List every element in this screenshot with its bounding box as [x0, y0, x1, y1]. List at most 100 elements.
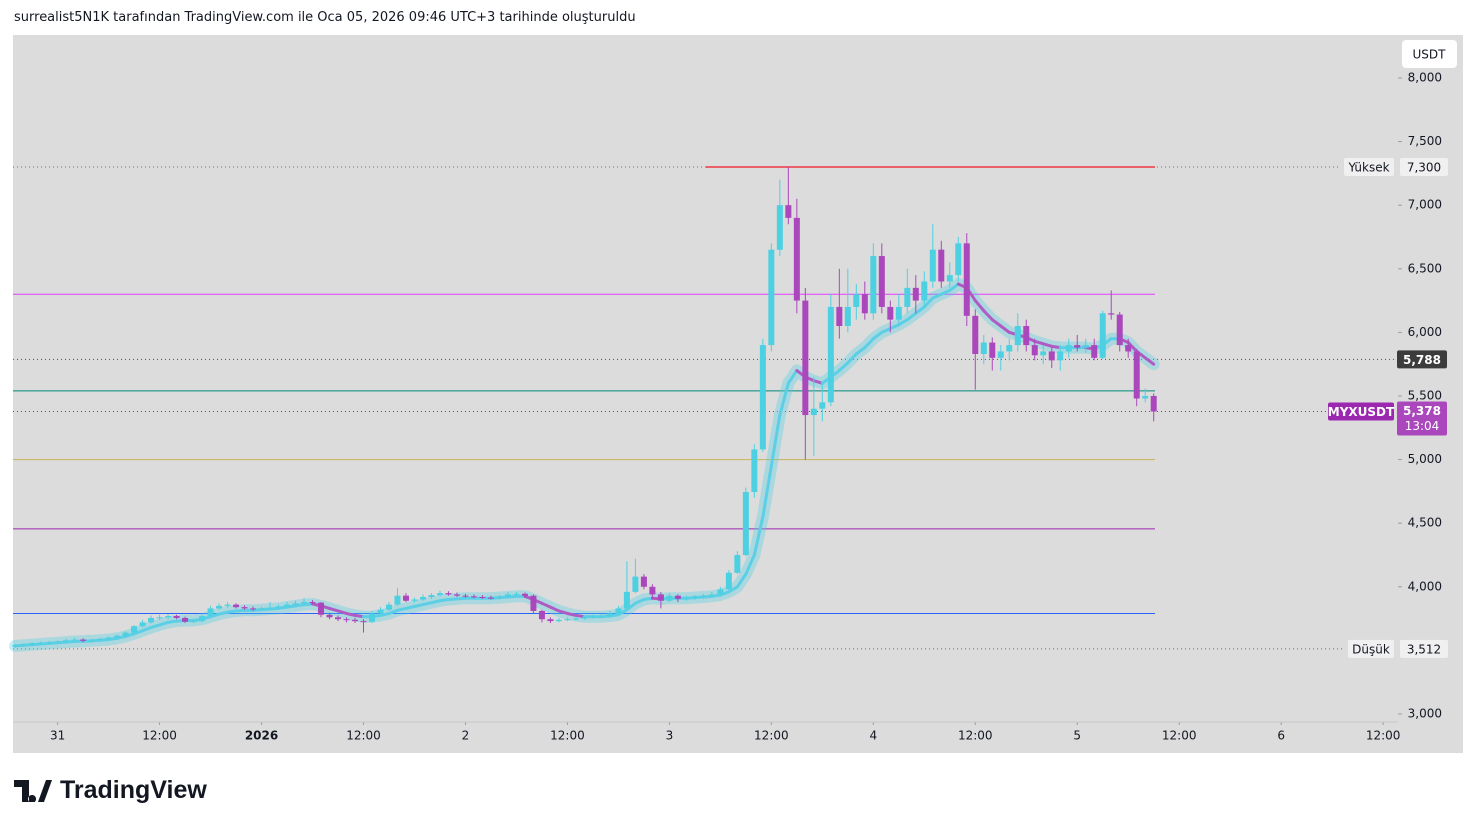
last-symbol-box: [1328, 402, 1394, 421]
candle-body: [946, 275, 953, 282]
ma-segment: [990, 318, 1003, 328]
candle-body: [1065, 345, 1072, 352]
candle-body: [827, 306, 834, 403]
candle-body: [989, 342, 996, 358]
candle-body: [1108, 313, 1115, 315]
candle-body: [207, 608, 214, 617]
candle-body: [810, 408, 817, 416]
ma-segment: [761, 464, 773, 519]
x-tick-label: 2: [462, 729, 470, 743]
candle-body: [199, 616, 206, 622]
candle-body: [938, 249, 945, 282]
x-tick-label: 12:00: [550, 729, 585, 743]
ma-segment: [863, 337, 875, 350]
candle-body: [1142, 395, 1149, 399]
candle-body: [1040, 351, 1047, 356]
candle-body: [819, 402, 826, 409]
x-tick-label: 3: [666, 729, 674, 743]
x-tick-label: 2026: [245, 729, 278, 743]
candle-body: [683, 598, 690, 600]
candle-body: [487, 597, 494, 599]
candle-body: [496, 596, 503, 599]
y-tick-label: 7,000: [1408, 198, 1442, 212]
ma-segment: [616, 608, 629, 617]
candle-body: [555, 619, 562, 622]
candle-body: [861, 294, 868, 314]
ma-segment: [625, 601, 637, 612]
candle-body: [173, 616, 180, 618]
y-tick-label: 8,000: [1408, 70, 1442, 84]
candle-body: [402, 595, 409, 601]
candle-body: [97, 638, 104, 641]
candle-body: [904, 287, 911, 307]
candle-body: [250, 608, 257, 610]
candle-body: [139, 622, 146, 627]
candle-body: [428, 595, 435, 597]
x-tick-label: 6: [1277, 729, 1285, 743]
candle-body: [895, 306, 902, 320]
header: surrealist5N1K tarafından TradingView.co…: [14, 10, 636, 25]
candle-body: [377, 609, 384, 614]
ma-segment: [778, 381, 790, 417]
candle-body: [581, 617, 588, 619]
candle-body: [1014, 326, 1021, 346]
low-text-box: [1348, 639, 1394, 658]
candle-body: [20, 644, 27, 646]
candle-body: [776, 205, 783, 250]
candle-body: [360, 621, 367, 623]
candle-body: [878, 256, 885, 307]
candle-body: [844, 306, 851, 327]
candle-body: [649, 586, 656, 595]
x-tick-label: 4: [869, 729, 877, 743]
candle-body: [1133, 351, 1140, 399]
y-tick-label: 4,000: [1408, 579, 1442, 593]
candle-body: [71, 639, 78, 641]
low-text: Düşük: [1352, 642, 1390, 656]
low-label-box: [1400, 639, 1448, 658]
ma-segment: [727, 585, 739, 594]
ma-segment: [540, 601, 552, 609]
candle-body: [216, 605, 223, 609]
candle-body: [717, 589, 724, 595]
logo-text: TradingView: [60, 776, 207, 804]
x-tick-label: 12:00: [1366, 729, 1401, 743]
candle-body: [122, 632, 129, 636]
currency-button[interactable]: [1402, 40, 1457, 68]
candle-body: [165, 616, 172, 618]
candle-body: [1048, 351, 1055, 361]
chart-frame: [13, 35, 1463, 753]
candle-body: [224, 604, 231, 606]
candle-body: [394, 595, 401, 605]
ma-segment: [999, 324, 1011, 334]
candle-body: [836, 306, 843, 327]
candle-body: [1116, 314, 1123, 346]
candle-body: [29, 643, 36, 645]
x-tick-label: 12:00: [958, 729, 993, 743]
candle-body: [887, 306, 894, 320]
candle-body: [114, 635, 121, 638]
candle-body: [955, 243, 962, 276]
candle-body: [538, 610, 545, 620]
logo[interactable]: TradingView: [14, 776, 207, 805]
candle-body: [1082, 345, 1089, 348]
candle-body: [853, 294, 860, 307]
candle-body: [275, 606, 282, 608]
candle-body: [521, 593, 528, 596]
candle-body: [326, 614, 333, 618]
candle-body: [479, 596, 486, 598]
last-symbol: MYXUSDT: [1328, 405, 1395, 419]
candle-body: [1099, 313, 1106, 358]
candle-body: [929, 249, 936, 282]
candle-body: [462, 595, 469, 597]
candle-body: [37, 642, 44, 644]
ma-segment: [871, 330, 884, 341]
candle-body: [335, 617, 342, 620]
candle-body: [63, 640, 70, 642]
candle-body: [768, 249, 775, 346]
candle-body: [54, 641, 61, 643]
ma-segment: [1143, 356, 1156, 366]
candle-body: [445, 593, 452, 595]
marker-label-box: [1397, 350, 1447, 369]
high-text-box: [1344, 158, 1394, 177]
y-tick-label: 4,500: [1408, 516, 1442, 530]
